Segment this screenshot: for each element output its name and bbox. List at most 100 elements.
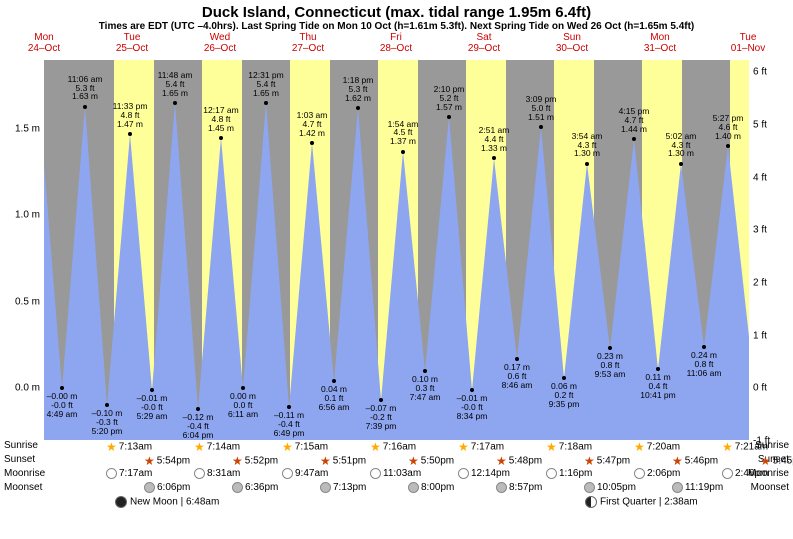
tide-label: 11:48 am5.4 ft1.65 m [158,71,193,98]
row-moonrise-item: 8:31am [194,468,240,479]
tide-point [447,115,451,119]
sunrise-icon: ★ [458,440,469,454]
moonrise-icon [370,468,381,479]
tide-point [423,369,427,373]
tide-point [83,105,87,109]
row-moonset-item: 7:13pm [320,482,366,493]
row-moonrise-item: 7:17am [106,468,152,479]
tide-point [287,405,291,409]
sunset-icon: ★ [320,454,331,468]
moonset-icon [144,482,155,493]
tide-point [726,144,730,148]
moonphase-row: New Moon | 6:48amFirst Quarter | 2:38am [0,496,793,510]
tide-point [332,379,336,383]
row-moonrise-item: 2:06pm [634,468,680,479]
sunrise-icon: ★ [634,440,645,454]
tide-point [492,156,496,160]
sun-moon-section: SunriseSunrise★7:13am★7:14am★7:15am★7:16… [0,440,793,510]
row-moonrise-item: 1:16pm [546,468,592,479]
sunrise-icon: ★ [722,440,733,454]
tide-label: –0.07 m-0.2 ft7:39 pm [366,404,397,431]
tide-label: 0.06 m0.2 ft9:35 pm [549,382,580,409]
tide-label: 3:54 am4.3 ft1.30 m [572,132,603,159]
tide-label: 0.00 m0.0 ft6:11 am [228,392,258,419]
sunset-icon: ★ [408,454,419,468]
tide-point [401,150,405,154]
tide-point [173,101,177,105]
sunset-icon: ★ [232,454,243,468]
moonset-icon [584,482,595,493]
tide-label: 0.04 m0.1 ft6:56 am [319,385,350,412]
date-label: Tue01–Nov [720,32,776,54]
tide-point [379,398,383,402]
date-label: Tue25–Oct [104,32,160,54]
row-sunrise-label-left: Sunrise [4,440,38,451]
tide-label: 0.23 m0.8 ft9:53 am [595,352,626,379]
row-moonrise-label-left: Moonrise [4,468,45,479]
tide-point [150,388,154,392]
row-sunset-item: ★5:48pm [496,454,542,468]
row-moonset-label-right: Moonset [751,482,789,493]
tide-point [679,162,683,166]
row-sunrise-item: ★7:16am [370,440,416,454]
row-moonrise-item: 11:03am [370,468,421,479]
row-sunrise-item: ★7:21am [722,440,768,454]
tide-point [539,125,543,129]
tide-label: 11:06 am5.3 ft1.63 m [68,75,103,102]
tide-point [219,136,223,140]
row-moonset-item: 10:05pm [584,482,636,493]
y-tick-left: 1.5 m [0,124,40,135]
row-moonset-item: 6:06pm [144,482,190,493]
moonrise-row: MoonriseMoonrise7:17am8:31am9:47am11:03a… [0,468,793,482]
tide-point [702,345,706,349]
tide-label: –0.12 m-0.4 ft6:04 pm [183,413,214,440]
moon-phase-icon [585,496,597,508]
tide-label: 5:02 am4.3 ft1.30 m [666,132,697,159]
tide-point [356,106,360,110]
moonrise-icon [458,468,469,479]
tide-point [632,137,636,141]
tide-point [128,132,132,136]
tide-label: 5:27 pm4.6 ft1.40 m [713,114,744,141]
tide-point [608,346,612,350]
row-sunrise-item: ★7:20am [634,440,680,454]
moonset-icon [408,482,419,493]
tide-point [470,388,474,392]
moonrise-icon [546,468,557,479]
sunset-icon: ★ [672,454,683,468]
tide-label: –0.10 m-0.3 ft5:20 pm [92,409,123,436]
sunrise-icon: ★ [106,440,117,454]
moonrise-icon [106,468,117,479]
row-sunset-item: ★5:47pm [584,454,630,468]
row-sunrise-item: ★7:17am [458,440,504,454]
moonset-icon [672,482,683,493]
sunrise-icon: ★ [194,440,205,454]
row-sunset-item: ★5:50pm [408,454,454,468]
tide-label: 4:15 pm4.7 ft1.44 m [619,107,650,134]
date-label: Sat29–Oct [456,32,512,54]
row-sunrise-item: ★7:13am [106,440,152,454]
moon-phase: First Quarter | 2:38am [585,496,698,508]
tide-point [241,386,245,390]
row-sunrise-item: ★7:15am [282,440,328,454]
sunset-icon: ★ [496,454,507,468]
sunrise-row: SunriseSunrise★7:13am★7:14am★7:15am★7:16… [0,440,793,454]
y-tick-right: 6 ft [753,67,793,78]
y-tick-left: 0.5 m [0,296,40,307]
tide-label: 0.24 m0.8 ft11:06 am [687,351,722,378]
moonset-row: MoonsetMoonset6:06pm6:36pm7:13pm8:00pm8:… [0,482,793,496]
tide-label: 3:09 pm5.0 ft1.51 m [526,95,557,122]
date-label: Sun30–Oct [544,32,600,54]
tidal-chart: Duck Island, Connecticut (max. tidal ran… [0,0,793,539]
tide-label: 0.17 m0.6 ft8:46 am [502,363,533,390]
tide-label: 1:18 pm5.3 ft1.62 m [343,76,374,103]
moonrise-icon [282,468,293,479]
y-tick-right: 3 ft [753,225,793,236]
moon-phase-icon [115,496,127,508]
date-label: Mon31–Oct [632,32,688,54]
row-moonrise-item: 9:47am [282,468,328,479]
tide-label: –0.01 m-0.0 ft8:34 pm [457,394,488,421]
y-tick-right: 4 ft [753,172,793,183]
row-moonrise-item: 2:46pm [722,468,768,479]
moonset-icon [496,482,507,493]
